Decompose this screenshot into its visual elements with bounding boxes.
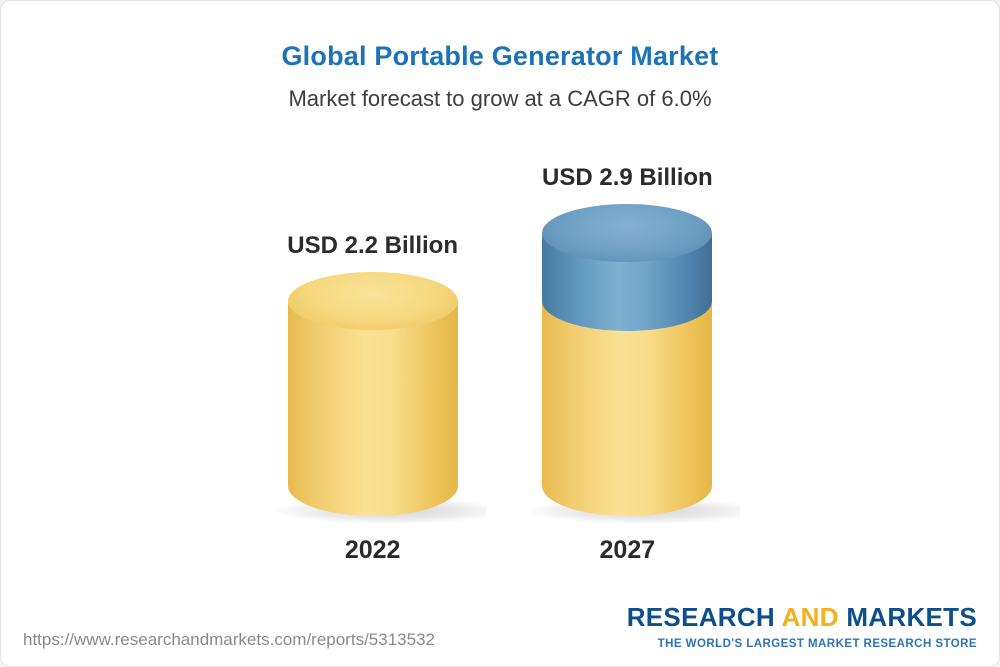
value-label-2027: USD 2.9 Billion: [542, 164, 713, 191]
chart-subtitle: Market forecast to grow at a CAGR of 6.0…: [288, 86, 712, 111]
research-and-markets-logo: RESEARCH AND MARKETS THE WORLD'S LARGEST…: [627, 602, 977, 650]
cylinder-top-face-2027: [542, 204, 713, 262]
chart-header: Global Portable Generator Market Market …: [1, 1, 999, 112]
cylinder-top-face-2022: [287, 272, 458, 330]
cylinder-body-2022: [287, 301, 458, 516]
cylinder-2022: [273, 272, 486, 524]
bar-group-2027: USD 2.9 Billion 2027: [528, 164, 741, 565]
axis-label-2027: 2027: [599, 536, 656, 564]
report-url: https://www.researchandmarkets.com/repor…: [23, 630, 435, 649]
logo-word-markets: MARKETS: [846, 602, 977, 632]
footer: https://www.researchandmarkets.com/repor…: [23, 602, 977, 650]
chart-title: Global Portable Generator Market: [281, 41, 719, 71]
logo-wordmark: RESEARCH AND MARKETS: [627, 602, 977, 633]
cylinder-2027: [528, 204, 741, 524]
cylinder-bar-chart: USD 2.2 Billion 2022 USD 2.9 Billion 202…: [1, 164, 999, 565]
bar-group-2022: USD 2.2 Billion 2022: [273, 232, 486, 565]
logo-tagline: THE WORLD'S LARGEST MARKET RESEARCH STOR…: [657, 638, 977, 650]
logo-word-research: RESEARCH: [626, 602, 776, 632]
logo-word-and: AND: [781, 602, 839, 632]
axis-label-2022: 2022: [344, 536, 401, 564]
value-label-2022: USD 2.2 Billion: [287, 232, 458, 259]
